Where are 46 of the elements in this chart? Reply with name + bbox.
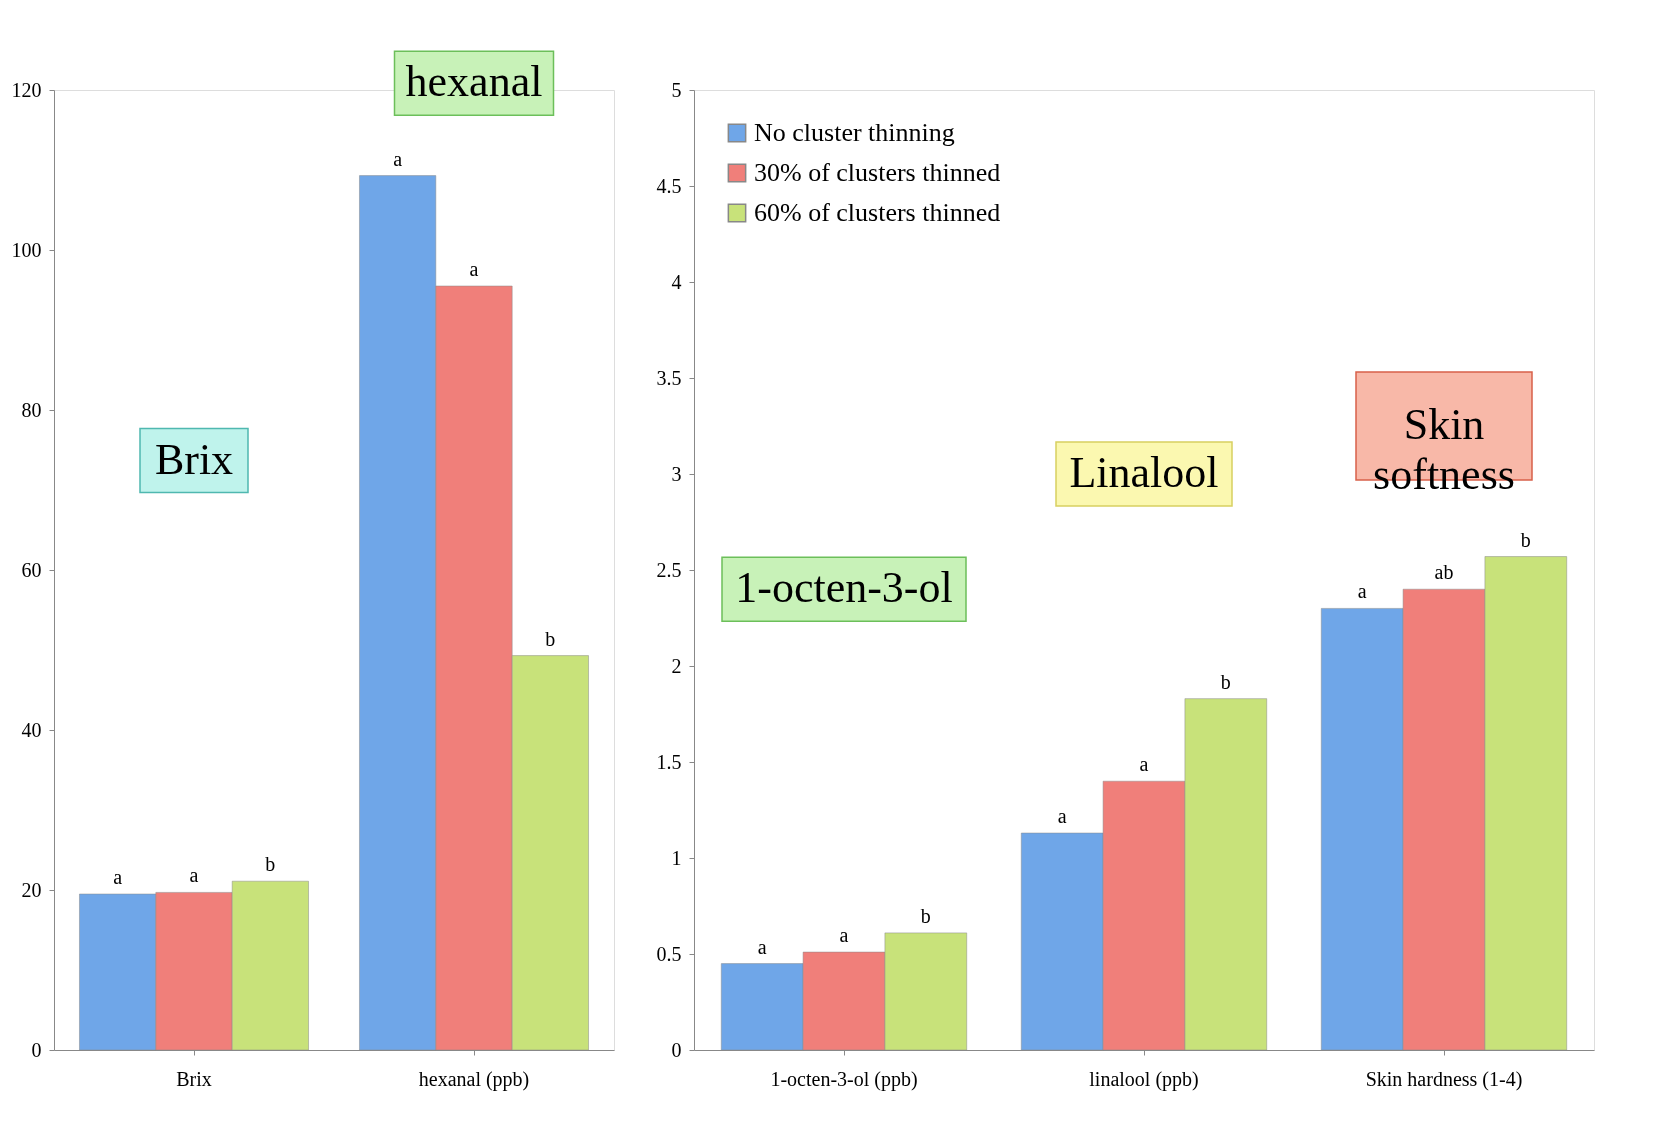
x-tick-label: Skin hardness (1-4) <box>1365 1067 1523 1091</box>
legend-label: 30% of clusters thinned <box>754 158 1001 187</box>
y-tick-label: 5 <box>671 78 682 101</box>
data-label: a <box>189 864 199 887</box>
annotation: 1-octen-3-ol <box>735 563 953 613</box>
y-tick-label: 0.5 <box>656 942 682 965</box>
x-tick-label: linalool (ppb) <box>1089 1067 1199 1091</box>
y-tick-label: 0 <box>671 1038 682 1061</box>
y-tick-label: 100 <box>11 238 42 261</box>
data-label: a <box>1057 805 1067 828</box>
y-tick-label: 3 <box>671 462 682 485</box>
annotation: Brix <box>154 434 234 484</box>
y-tick-label: 2.5 <box>656 558 682 581</box>
data-label: ab <box>1434 561 1454 584</box>
data-label: a <box>1139 753 1149 776</box>
y-tick-label: 2 <box>671 654 682 677</box>
legend-label: 60% of clusters thinned <box>754 198 1001 227</box>
y-tick-label: 0 <box>31 1038 42 1061</box>
data-label: b <box>545 627 556 650</box>
annotation: Linalool <box>1069 448 1219 497</box>
data-label: a <box>469 258 479 280</box>
y-tick-label: 20 <box>21 878 42 901</box>
y-tick-label: 60 <box>21 558 42 581</box>
data-label: b <box>265 853 276 876</box>
x-tick-label: hexanal (ppb) <box>418 1067 530 1091</box>
y-tick-label: 80 <box>21 398 42 421</box>
x-tick-label: Brix <box>176 1067 212 1090</box>
data-label: b <box>920 904 931 927</box>
y-tick-label: 1 <box>671 846 682 869</box>
annotation: hexanal <box>405 57 543 107</box>
data-label: a <box>757 935 767 958</box>
data-label: a <box>1357 580 1367 603</box>
data-label: a <box>393 147 403 170</box>
data-label: a <box>839 924 849 947</box>
y-tick-label: 4 <box>671 270 682 293</box>
data-label: b <box>1520 528 1531 551</box>
y-tick-label: 3.5 <box>656 366 682 389</box>
y-tick-label: 1.5 <box>656 750 682 773</box>
y-tick-label: 40 <box>21 718 42 741</box>
x-tick-label: 1-octen-3-ol (ppb) <box>770 1067 918 1091</box>
data-label: b <box>1220 670 1231 693</box>
y-tick-label: 120 <box>11 78 42 101</box>
y-tick-label: 4.5 <box>656 174 682 197</box>
data-label: a <box>113 866 123 888</box>
annotation: Skin softness <box>1373 400 1515 499</box>
legend-label: No cluster thinning <box>754 118 955 147</box>
